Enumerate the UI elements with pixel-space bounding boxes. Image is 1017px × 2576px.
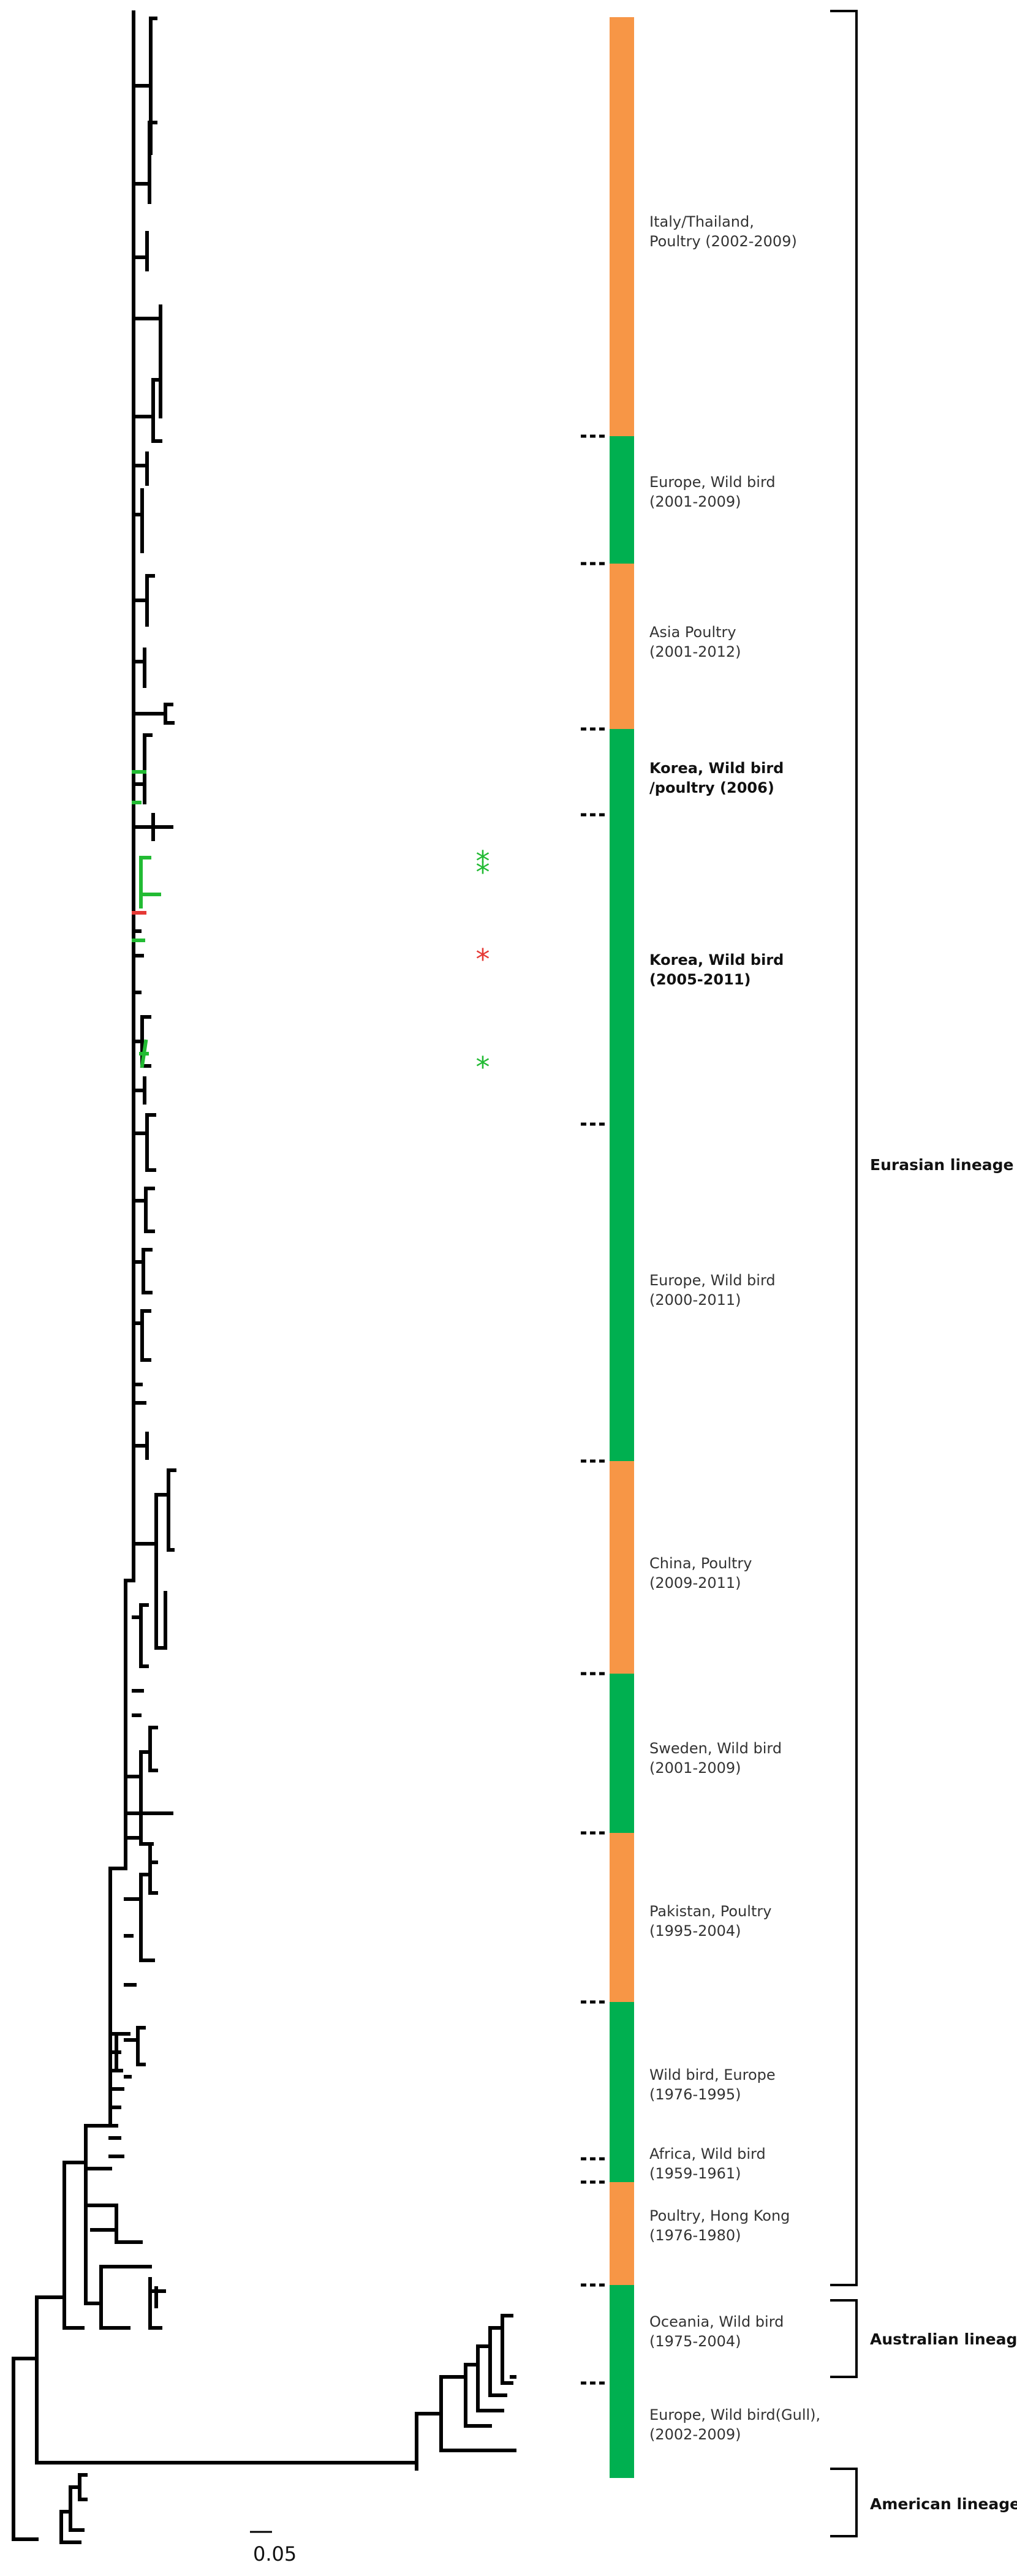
host-bar-segment-europe-gull [610, 2383, 634, 2478]
isolate-marker-star: * [476, 943, 490, 976]
host-bar-segment-china [610, 1461, 634, 1674]
scale-bar: 0.05 [250, 2531, 297, 2566]
host-bar-segment-korea-2006 [610, 729, 634, 815]
lineage-label-american: American lineage [870, 2495, 1017, 2513]
isolate-markers: **** [476, 845, 490, 1084]
clade-label-oceania: Oceania, Wild bird (1975-2004) [649, 2313, 784, 2350]
isolate-marker-star: * [476, 1051, 490, 1084]
host-bar-segment-europe-wild-2001 [610, 436, 634, 564]
clade-label-europe-wild-2000: Europe, Wild bird (2000-2011) [649, 1272, 776, 1309]
lineage-brackets: Eurasian lineage Australian lineage Americ… [830, 10, 1017, 2537]
clade-label-europe-wild-2001: Europe, Wild bird (2001-2009) [649, 474, 776, 510]
lineage-label-eurasian: Eurasian lineage [870, 1156, 1014, 1174]
host-bar [610, 17, 634, 2478]
bracket-australian [830, 2299, 858, 2378]
clade-label-wild-europe-1976: Wild bird, Europe (1976-1995) [649, 2066, 776, 2103]
host-bar-segment-oceania [610, 2285, 634, 2383]
isolate-marker-star: * [476, 856, 490, 889]
clade-label-asia-poultry: Asia Poultry (2001-2012) [649, 624, 741, 660]
clade-label-europe-gull: Europe, Wild bird(Gull), (2002-2009) [649, 2406, 820, 2443]
bracket-american [830, 2468, 858, 2537]
clade-label-pakistan: Pakistan, Poultry (1995-2004) [649, 1903, 771, 1940]
host-bar-segment-korea-2005 [610, 815, 634, 1124]
host-bar-segment-asia-poultry [610, 564, 634, 729]
clade-labels: Italy/Thailand, Poultry (2002-2009) Europe… [649, 213, 820, 2443]
host-bar-segment-europe-wild-2000 [610, 1124, 634, 1461]
lineage-label-australian: Australian lineage [870, 2330, 1017, 2348]
tree-branches [12, 10, 516, 2544]
clade-label-italy: Italy/Thailand, Poultry (2002-2009) [649, 213, 797, 250]
clade-label-africa: Africa, Wild bird (1959-1961) [649, 2145, 766, 2182]
host-bar-segment-hong-kong [610, 2182, 634, 2285]
host-bar-segment-pakistan [610, 1833, 634, 2002]
clade-separators [581, 434, 608, 2385]
clade-label-china: China, Poultry (2009-2011) [649, 1555, 752, 1592]
clade-label-hong-kong: Poultry, Hong Kong (1976-1980) [649, 2207, 790, 2244]
scale-bar-label: 0.05 [253, 2542, 297, 2566]
clade-label-sweden: Sweden, Wild bird (2001-2009) [649, 1740, 782, 1777]
clade-label-korea-2006: Korea, Wild bird/poultry (2006) [649, 760, 784, 796]
host-bar-segment-africa [610, 2159, 634, 2182]
clade-label-korea-2005: Korea, Wild bird (2005-2011) [649, 951, 784, 988]
bracket-eurasian [830, 10, 858, 2286]
host-bar-segment-sweden [610, 1674, 634, 1833]
host-bar-segment-wild-europe-1976 [610, 2002, 634, 2159]
isolate-marker-star: * [476, 845, 490, 878]
host-bar-segment-italy [610, 17, 634, 436]
highlight-branches [132, 770, 161, 1068]
